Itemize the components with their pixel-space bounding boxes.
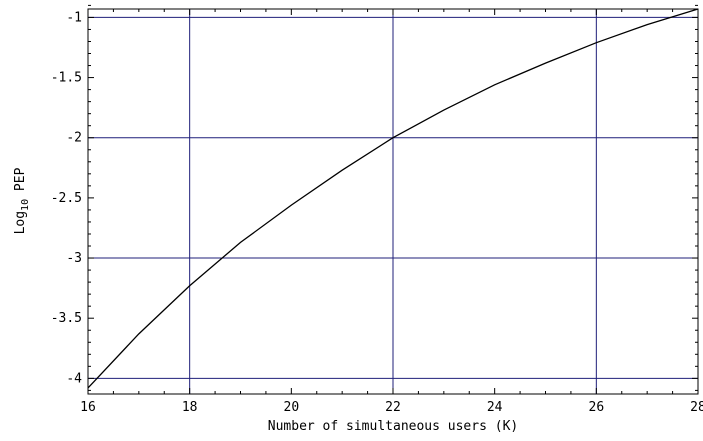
- x-tick-label: 16: [80, 400, 96, 415]
- y-tick-label: -3.5: [51, 311, 82, 326]
- y-tick-label: -2: [66, 131, 82, 146]
- y-tick-label: -2.5: [51, 191, 82, 206]
- y-axis-label-subscript: 10: [20, 199, 31, 211]
- y-tick-label: -1.5: [51, 71, 82, 86]
- y-tick-label: -3: [66, 251, 82, 266]
- x-tick-label: 22: [385, 400, 401, 415]
- x-axis-label: Number of simultaneous users (K): [268, 419, 518, 434]
- series-line: [87, 8, 699, 389]
- y-tick-label: -4: [66, 371, 82, 386]
- y-axis-label: Log10 PEP: [13, 167, 31, 234]
- y-tick-labels: -4 -3.5 -3 -2.5 -2 -1.5 -1: [51, 10, 82, 386]
- x-tick-label: 28: [690, 400, 703, 415]
- x-tick-label: 24: [487, 400, 503, 415]
- x-tick-label: 20: [284, 400, 300, 415]
- x-tick-label: 26: [589, 400, 605, 415]
- y-tick-label: -1: [66, 10, 82, 25]
- y-axis-label-tail: PEP: [13, 167, 28, 198]
- y-axis-label-main: Log: [13, 211, 28, 234]
- tick-marks: [87, 4, 699, 394]
- data-series: [87, 8, 699, 389]
- gridlines: [88, 9, 698, 394]
- x-tick-label: 18: [182, 400, 198, 415]
- x-tick-labels: 16 18 20 22 24 26 28: [80, 400, 703, 415]
